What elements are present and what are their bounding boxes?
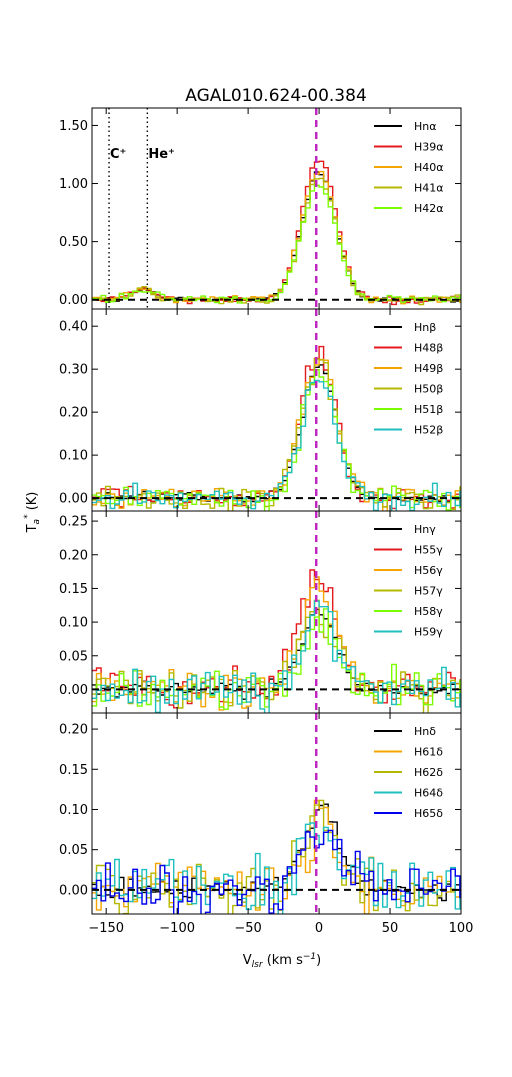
legend-entry: H55γ	[414, 544, 443, 557]
y-tick-label: 0.00	[59, 293, 88, 308]
legend-entry: H59γ	[414, 626, 443, 639]
annotation-label: C⁺	[110, 147, 126, 162]
x-tick-label: −150	[88, 921, 124, 936]
y-axis-label-rest: (K)	[25, 492, 40, 515]
x-tick-label: 100	[449, 921, 474, 936]
series-line-H42α	[92, 184, 461, 304]
legend-entry: Hnγ	[414, 523, 436, 536]
y-tick-label: 0.25	[59, 515, 88, 530]
panel-delta: −150 −100 −50 0 50 100 0.00 0.05 0.10 0.15 0.20 Hnδ…	[59, 712, 474, 936]
spectra	[92, 345, 461, 511]
y-axis-label-main: T	[25, 524, 40, 533]
spectra	[92, 569, 461, 713]
legend-entry: H56γ	[414, 564, 443, 577]
legend: Hnα H39α H40α H41α H42α	[374, 120, 444, 215]
series-line-Hnβ	[92, 364, 461, 503]
x-tick-label: −50	[234, 921, 261, 936]
legend-entry: Hnβ	[414, 321, 436, 334]
legend-entry: H41α	[414, 182, 444, 195]
legend-entry: H50β	[414, 383, 443, 396]
legend-entry: H39α	[414, 141, 444, 154]
y-tick-label: 0.05	[59, 843, 88, 858]
legend-entry: H61δ	[414, 746, 443, 759]
y-tick-label: 0.20	[59, 548, 88, 563]
legend-entry: H58γ	[414, 605, 443, 618]
legend-entry: Hnδ	[414, 725, 436, 738]
y-tick-label: 0.10	[59, 803, 88, 818]
series-line-H52β	[92, 379, 461, 511]
y-tick-label: 1.50	[59, 119, 88, 134]
legend-entry: H62δ	[414, 766, 443, 779]
x-axis-label-rest: (km s	[263, 953, 304, 968]
annotation-label: He⁺	[148, 147, 175, 162]
legend-entry: Hnα	[414, 120, 437, 133]
y-tick-label: 1.00	[59, 177, 88, 192]
y-axis-label-sub: a	[32, 519, 42, 525]
series-line-H57γ	[92, 599, 461, 713]
y-tick-label: 0.05	[59, 649, 88, 664]
y-tick-label: 0.50	[59, 235, 88, 250]
legend-entry: H57γ	[414, 585, 443, 598]
legend-entry: H42α	[414, 202, 444, 215]
series-line-H59γ	[92, 600, 461, 713]
legend-entry: H64δ	[414, 787, 443, 800]
spectra	[92, 160, 461, 306]
y-tick-label: 0.00	[59, 492, 88, 507]
panels-group: C⁺ He⁺ 0.00 0.50 1.00 1.50 Hnα H39α H40α H41α H42α…	[59, 107, 474, 936]
legend-entry: H48β	[414, 342, 443, 355]
series-line-Hnα	[92, 171, 461, 303]
series-line-H65δ	[92, 829, 461, 914]
y-tick-label: 0.20	[59, 406, 88, 421]
x-axis-label-main: V	[243, 953, 252, 968]
x-tick-label: −100	[159, 921, 195, 936]
panel-gamma: 0.000.050.100.150.200.25 HnγH55γH56γH57γH…	[59, 510, 462, 714]
y-tick-label: 0.10	[59, 449, 88, 464]
x-axis-label-sup: −1	[303, 952, 316, 962]
series-line-H39α	[92, 160, 461, 306]
legend-entry: H40α	[414, 161, 444, 174]
legend-entry: H52β	[414, 424, 443, 437]
x-tick-label: 0	[315, 921, 323, 936]
y-tick-label: 0.20	[59, 723, 88, 738]
legend-entry: H49β	[414, 362, 443, 375]
y-axis-label-sup: *	[23, 514, 33, 519]
panel-frame	[91, 712, 462, 915]
y-tick-label: 0.30	[59, 363, 88, 378]
panel-alpha: C⁺ He⁺ 0.00 0.50 1.00 1.50 Hnα H39α H40α H41α H42α	[59, 107, 462, 310]
panel-frame	[91, 308, 462, 512]
legend: Hnδ H61δ H62δ H64δ H65δ	[374, 725, 443, 820]
y-tick-label: 0.15	[59, 763, 88, 778]
y-tick-label: 0.40	[59, 320, 88, 335]
legend-entry: H65δ	[414, 807, 443, 820]
legend: Hnβ H48β H49β H50β H51β H52β	[374, 321, 443, 437]
spectra	[92, 799, 461, 914]
x-axis-label-close: )	[316, 953, 321, 968]
x-tick-label: 50	[382, 921, 399, 936]
y-tick-label: 0.00	[59, 683, 88, 698]
panel-beta: 0.000.100.200.300.40 HnβH48βH49βH50βH51βH…	[59, 308, 462, 512]
y-tick-label: 0.00	[59, 883, 88, 898]
legend: Hnγ H55γ H56γ H57γ H58γ H59γ	[374, 523, 443, 639]
y-axis-label: Ta* (K)	[23, 492, 42, 534]
x-axis-label: Vlsr (km s−1)	[243, 952, 321, 970]
x-axis-label-sub: lsr	[252, 960, 264, 970]
y-tick-label: 0.15	[59, 582, 88, 597]
series-line-H64δ	[92, 822, 461, 914]
legend-entry: H51β	[414, 403, 443, 416]
figure-title: AGAL010.624-00.384	[185, 86, 367, 106]
series-line-H41α	[92, 177, 461, 306]
y-tick-label: 0.10	[59, 616, 88, 631]
